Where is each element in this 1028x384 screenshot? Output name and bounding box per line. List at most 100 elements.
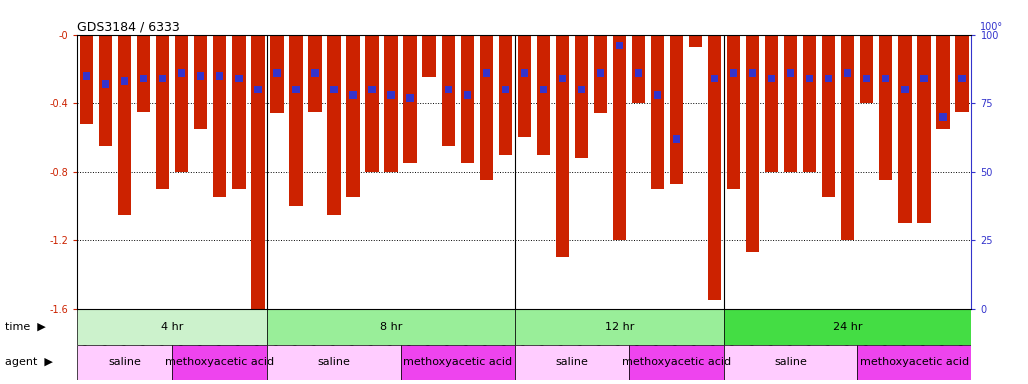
Bar bbox=[216, 72, 223, 79]
Bar bbox=[197, 72, 205, 79]
Bar bbox=[365, 35, 378, 172]
Bar bbox=[708, 35, 722, 300]
Bar bbox=[175, 35, 188, 172]
Bar bbox=[749, 69, 757, 77]
Bar bbox=[232, 35, 246, 189]
Bar bbox=[520, 69, 528, 77]
Bar bbox=[784, 35, 798, 172]
Bar bbox=[515, 309, 724, 344]
Text: saline: saline bbox=[108, 358, 141, 367]
Bar bbox=[917, 35, 930, 223]
Bar bbox=[575, 35, 588, 158]
Bar bbox=[118, 35, 132, 215]
Bar bbox=[251, 35, 264, 309]
Bar bbox=[311, 69, 319, 77]
Text: 100°: 100° bbox=[981, 22, 1003, 32]
Bar bbox=[958, 74, 965, 82]
Bar bbox=[350, 91, 357, 99]
Bar bbox=[292, 86, 299, 93]
Bar bbox=[768, 74, 775, 82]
Bar bbox=[194, 35, 208, 129]
Bar bbox=[518, 35, 530, 137]
Bar bbox=[746, 35, 760, 252]
Text: methoxyacetic acid: methoxyacetic acid bbox=[859, 358, 969, 367]
Text: 12 hr: 12 hr bbox=[604, 322, 634, 332]
Bar bbox=[270, 35, 284, 113]
Bar bbox=[235, 74, 243, 82]
Bar bbox=[121, 77, 128, 85]
Bar bbox=[670, 35, 684, 184]
Bar bbox=[635, 69, 642, 77]
Bar bbox=[711, 74, 719, 82]
Bar bbox=[537, 35, 550, 154]
Bar bbox=[499, 35, 512, 154]
Bar bbox=[673, 135, 681, 142]
Bar bbox=[613, 35, 626, 240]
Bar bbox=[137, 35, 150, 112]
Bar bbox=[654, 91, 661, 99]
Bar bbox=[102, 80, 109, 88]
Bar bbox=[159, 74, 167, 82]
Bar bbox=[267, 344, 401, 380]
Text: saline: saline bbox=[774, 358, 807, 367]
Bar bbox=[864, 74, 871, 82]
Bar bbox=[213, 35, 226, 197]
Bar bbox=[403, 35, 416, 163]
Bar bbox=[860, 35, 874, 103]
Bar bbox=[140, 74, 147, 82]
Bar bbox=[787, 69, 795, 77]
Bar bbox=[388, 91, 395, 99]
Bar bbox=[502, 86, 509, 93]
Bar bbox=[368, 86, 375, 93]
Text: time  ▶: time ▶ bbox=[5, 322, 46, 332]
Bar bbox=[254, 86, 261, 93]
Bar bbox=[841, 35, 854, 240]
Bar bbox=[273, 69, 281, 77]
Bar bbox=[289, 35, 302, 206]
Bar bbox=[844, 69, 851, 77]
Bar bbox=[330, 86, 337, 93]
Bar bbox=[724, 344, 857, 380]
Bar bbox=[898, 35, 912, 223]
Text: saline: saline bbox=[555, 358, 588, 367]
Bar bbox=[479, 35, 492, 180]
Bar bbox=[80, 35, 94, 124]
Bar bbox=[173, 344, 267, 380]
Bar bbox=[406, 94, 413, 101]
Bar bbox=[940, 113, 947, 121]
Bar bbox=[558, 74, 566, 82]
Bar bbox=[689, 35, 702, 46]
Bar bbox=[596, 69, 604, 77]
Bar bbox=[632, 35, 646, 103]
Bar bbox=[515, 344, 629, 380]
Bar bbox=[727, 35, 740, 189]
Bar bbox=[83, 72, 90, 79]
Bar bbox=[384, 35, 398, 172]
Bar bbox=[464, 91, 471, 99]
Bar bbox=[616, 42, 623, 50]
Bar bbox=[346, 35, 360, 197]
Bar bbox=[920, 74, 927, 82]
Bar bbox=[308, 35, 322, 112]
Bar bbox=[955, 35, 968, 112]
Text: GDS3184 / 6333: GDS3184 / 6333 bbox=[77, 20, 180, 33]
Text: 24 hr: 24 hr bbox=[833, 322, 862, 332]
Bar bbox=[629, 344, 724, 380]
Bar bbox=[822, 35, 836, 197]
Bar bbox=[327, 35, 340, 215]
Bar bbox=[937, 35, 950, 129]
Bar bbox=[578, 86, 585, 93]
Bar bbox=[594, 35, 608, 113]
Bar bbox=[902, 86, 909, 93]
Text: 4 hr: 4 hr bbox=[161, 322, 183, 332]
Text: methoxyacetic acid: methoxyacetic acid bbox=[622, 358, 731, 367]
Bar bbox=[461, 35, 474, 163]
Bar bbox=[879, 35, 892, 180]
Bar bbox=[178, 69, 185, 77]
Bar bbox=[724, 309, 971, 344]
Bar bbox=[267, 309, 515, 344]
Bar bbox=[803, 35, 816, 172]
Bar bbox=[825, 74, 833, 82]
Bar bbox=[99, 35, 112, 146]
Bar bbox=[806, 74, 813, 82]
